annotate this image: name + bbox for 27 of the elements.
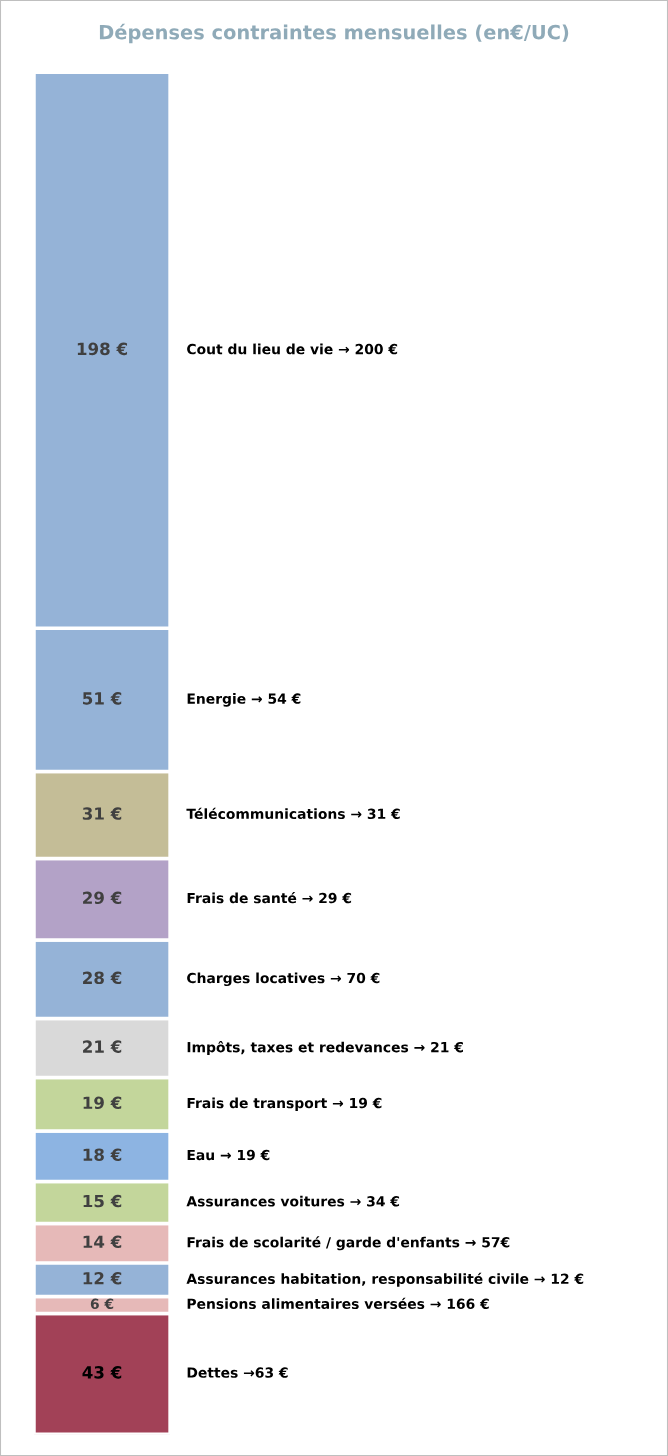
text: Dépenses contraintes mensuelles (en€/UC) — [99, 23, 569, 44]
data-label: 28 € — [83, 971, 122, 985]
data-label: 12 € — [83, 1271, 122, 1285]
data-label: 14 € — [83, 1235, 122, 1249]
data-label: 15 € — [83, 1194, 122, 1208]
data-label: 18 € — [83, 1148, 122, 1162]
series-label: Frais de transport → 19 € — [187, 1097, 382, 1111]
series-label: Eau → 19 € — [187, 1149, 270, 1161]
series-label: Télécommunications → 31 € — [186, 807, 400, 820]
data-label: 43 € — [82, 1366, 122, 1379]
series-label: Impôts, taxes et redevances → 21 € — [187, 1041, 463, 1056]
series-label: Frais de scolarité / garde d'enfants → 57€ — [187, 1236, 510, 1251]
data-label: 21 € — [83, 1040, 122, 1053]
series-label: Assurances habitation, responsabilité civile → 12 € — [186, 1272, 584, 1287]
series-label: Charges locatives → 70 € — [187, 972, 380, 987]
data-label: 6 € — [90, 1298, 114, 1310]
data-label: 29 € — [83, 891, 122, 905]
data-label: 51 € — [83, 692, 122, 705]
series-label: Pensions alimentaires versées → 166 € — [187, 1297, 489, 1310]
series-label: Dettes →63 € — [187, 1367, 288, 1378]
series-label: Assurances voitures → 34 € — [186, 1195, 400, 1207]
data-label: 198 € — [77, 342, 128, 356]
series-label: Cout du lieu de vie → 200 € — [187, 343, 398, 355]
data-label: 19 € — [83, 1096, 122, 1110]
series-label: Frais de santé → 29 € — [187, 891, 352, 904]
data-label: 31 € — [82, 807, 122, 820]
series-label: Energie → 54 € — [187, 693, 301, 707]
